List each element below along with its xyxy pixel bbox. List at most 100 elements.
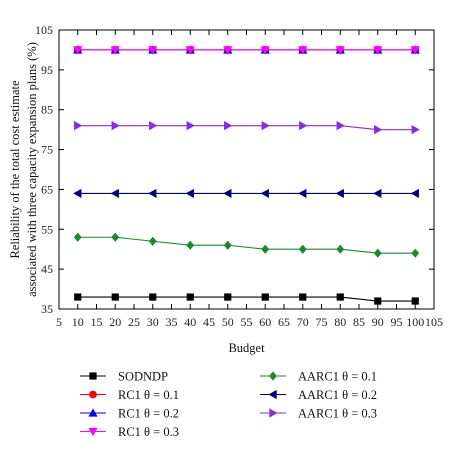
x-tick-label: 85 [353, 315, 365, 329]
legend-label: AARC1 θ = 0.2 [298, 388, 377, 402]
series-line [77, 236, 416, 254]
legend-label: RC1 θ = 0.3 [118, 425, 179, 439]
x-tick-label: 45 [203, 315, 215, 329]
legend-item: RC1 θ = 0.2 [80, 407, 179, 421]
plot-area [58, 29, 435, 310]
series-0 [74, 293, 419, 305]
x-tick-label: 40 [184, 315, 196, 329]
series-line [77, 296, 416, 302]
data-point [111, 232, 120, 242]
legend-label: SODNDP [118, 370, 168, 384]
legend-item: RC1 θ = 0.1 [80, 388, 179, 402]
x-tick-label: 75 [316, 315, 328, 329]
y-tick-label: 35 [41, 302, 53, 316]
data-point [74, 121, 83, 131]
data-point [336, 244, 345, 254]
data-point [410, 46, 420, 55]
plot-frame [58, 29, 435, 310]
x-tick-label: 30 [147, 315, 159, 329]
data-point [74, 293, 82, 301]
legend-label: AARC1 θ = 0.1 [298, 370, 377, 384]
data-point [411, 297, 419, 305]
data-point [336, 293, 344, 301]
data-point [336, 121, 345, 131]
legend-item: AARC1 θ = 0.1 [260, 370, 377, 384]
x-axis-title: Budget [228, 341, 265, 355]
data-point [148, 46, 158, 55]
legend-marker [88, 408, 98, 417]
x-tick-label: 50 [222, 315, 234, 329]
data-point [149, 121, 158, 131]
data-point [373, 46, 383, 55]
data-point [261, 293, 269, 301]
data-point [148, 188, 157, 199]
data-point [224, 121, 233, 131]
legend-marker [89, 372, 97, 380]
data-point [374, 297, 382, 305]
y-tick-label: 65 [41, 182, 53, 196]
data-point [299, 293, 307, 301]
data-point [261, 121, 270, 131]
data-point [149, 293, 157, 301]
y-tick-label: 55 [41, 222, 53, 236]
data-point [73, 46, 83, 55]
legend-label: RC1 θ = 0.2 [118, 407, 179, 421]
legend-item: RC1 θ = 0.3 [80, 425, 179, 439]
x-tick-label: 70 [297, 315, 309, 329]
data-point [261, 244, 270, 254]
x-tick-label: 35 [166, 315, 178, 329]
data-point [185, 188, 194, 199]
legend-marker [88, 427, 98, 437]
x-tick-label: 80 [334, 315, 346, 329]
series-6 [74, 121, 420, 135]
data-point [223, 240, 232, 250]
data-point [374, 125, 383, 135]
data-point [260, 46, 270, 55]
data-point [298, 188, 307, 199]
x-tick-label: 15 [91, 315, 103, 329]
x-tick-label: 20 [109, 315, 121, 329]
series-4 [73, 232, 420, 258]
legend-item: SODNDP [80, 370, 168, 384]
data-point [298, 244, 307, 254]
data-point [111, 121, 120, 131]
y-axis-title-line-2: associated with three capacity expansion… [25, 42, 39, 297]
data-point [73, 232, 82, 242]
x-tick-label: 65 [278, 315, 290, 329]
data-point [185, 46, 195, 55]
x-tick-label: 100 [406, 315, 424, 329]
legend-marker [269, 371, 277, 381]
data-point [110, 46, 120, 55]
data-point [110, 188, 119, 199]
data-point [373, 248, 382, 258]
legend-label: RC1 θ = 0.1 [118, 388, 179, 402]
data-point [411, 248, 420, 258]
data-point [411, 125, 420, 135]
data-point [223, 188, 232, 199]
legend-item: AARC1 θ = 0.3 [260, 407, 377, 421]
y-tick-label: 95 [41, 63, 53, 77]
y-axis-title-line-1: Reliability of the total cost estimate [8, 80, 22, 259]
data-point [410, 188, 419, 199]
data-point [373, 188, 382, 199]
data-point [73, 188, 82, 199]
data-point [223, 46, 233, 55]
legend-item: AARC1 θ = 0.2 [260, 388, 377, 402]
x-tick-label: 55 [241, 315, 253, 329]
legend-marker [269, 408, 278, 418]
axes: 5 10 15 20 25 30 35 40 45 50 55 60 65 70 75 80 85 90 95 100… [35, 23, 443, 329]
series-line [77, 125, 416, 131]
data-point [186, 240, 195, 250]
series-3 [73, 46, 420, 55]
data-point [260, 188, 269, 199]
x-tick-label: 25 [128, 315, 140, 329]
data-point [298, 46, 308, 55]
data-point [186, 293, 194, 301]
y-tick-label: 75 [41, 143, 53, 157]
legend-label: AARC1 θ = 0.3 [298, 407, 377, 421]
data-point [335, 46, 345, 55]
x-tick-label: 90 [372, 315, 384, 329]
data-point [224, 293, 232, 301]
legend-marker [89, 390, 97, 399]
